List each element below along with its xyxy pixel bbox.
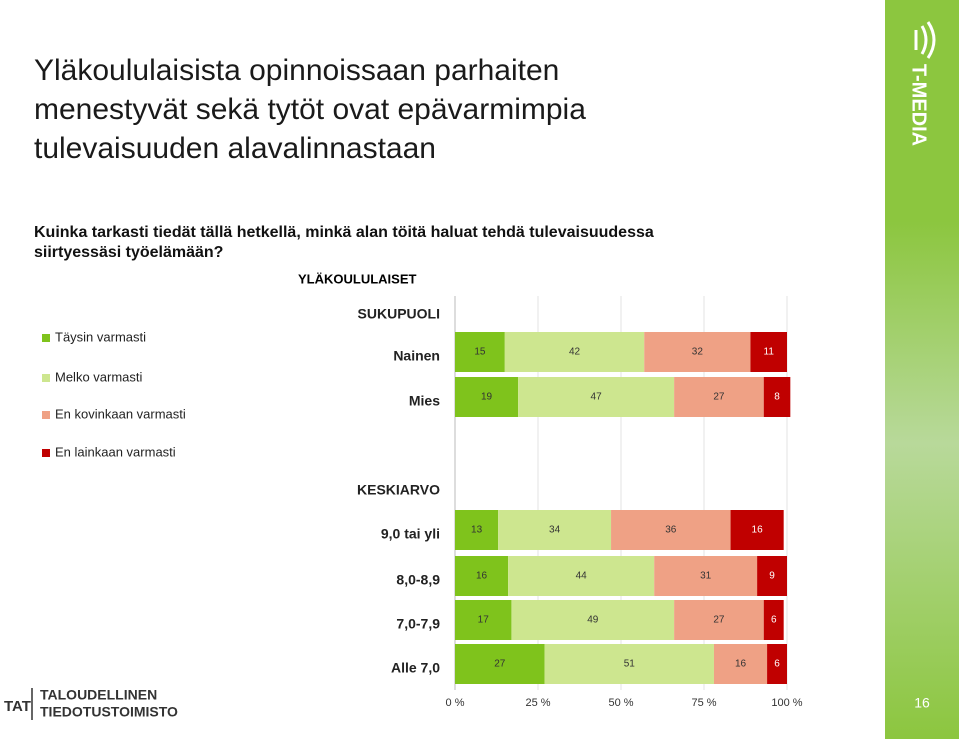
question: siirtyessäsi työelämään? <box>34 244 223 261</box>
data-label: 11 <box>764 347 775 358</box>
y-tick-label: 8,0-8,9 <box>396 572 440 588</box>
data-label: 19 <box>481 392 493 403</box>
bar-segment <box>767 644 787 684</box>
data-label: 9 <box>769 571 775 582</box>
logo-line: TIEDOTUSTOIMISTO <box>40 704 178 720</box>
data-label: 44 <box>576 571 588 582</box>
data-label: 34 <box>549 525 561 536</box>
bar-segment <box>518 377 675 417</box>
bar-segment <box>455 510 499 550</box>
y-tick-label: Nainen <box>393 348 440 364</box>
legend-label: En lainkaan varmasti <box>55 444 176 459</box>
bar-segment <box>511 600 675 640</box>
bar-segment <box>455 332 505 372</box>
bar-segment <box>674 600 764 640</box>
logo-short: TAT <box>4 698 31 715</box>
slide-title: Yläkoululaisista opinnoissaan parhaiten <box>34 54 559 87</box>
data-label: 13 <box>471 525 483 536</box>
brand-name: T-MEDIA <box>908 64 930 146</box>
data-label: 16 <box>735 659 747 670</box>
bar-segment <box>654 556 758 596</box>
bar-segment <box>763 377 791 417</box>
bar-segment <box>504 332 645 372</box>
question: Kuinka tarkasti tiedät tällä hetkellä, m… <box>34 224 654 241</box>
slide-title: menestyvät sekä tytöt ovat epävarmimpia <box>34 93 586 126</box>
y-tick-label: Mies <box>409 393 440 409</box>
data-label: 27 <box>713 392 725 403</box>
chart-title: YLÄKOULULAISET <box>298 271 417 286</box>
legend-swatch <box>42 374 50 382</box>
group-label: SUKUPUOLI <box>358 306 440 322</box>
brand-band <box>885 0 959 739</box>
x-tick-label: 25 % <box>525 697 550 709</box>
footer-logo: TAT TALOUDELLINEN TIEDOTUSTOIMISTO <box>4 687 178 720</box>
bar-segment <box>763 600 784 640</box>
data-label: 6 <box>774 659 780 670</box>
legend-label: Täysin varmasti <box>55 329 146 344</box>
group-label: KESKIARVO <box>357 482 440 498</box>
data-label: 31 <box>700 571 712 582</box>
y-tick-label: 7,0-7,9 <box>396 616 440 632</box>
bar-segment <box>455 377 519 417</box>
data-label: 49 <box>587 615 599 626</box>
data-label: 32 <box>692 347 704 358</box>
bar-segment <box>544 644 714 684</box>
brand-icon <box>914 21 936 59</box>
data-label: 42 <box>569 347 581 358</box>
data-label: 27 <box>713 615 725 626</box>
logo-line: TALOUDELLINEN <box>40 687 157 703</box>
data-label: 47 <box>591 392 603 403</box>
bar-segment <box>757 556 787 596</box>
data-label: 27 <box>494 659 506 670</box>
bar-segment <box>455 644 545 684</box>
data-label: 16 <box>752 525 764 536</box>
bar-segment <box>455 600 512 640</box>
bar-segment <box>730 510 784 550</box>
x-tick-label: 50 % <box>608 697 633 709</box>
x-tick-label: 75 % <box>691 697 716 709</box>
bar-segment <box>611 510 731 550</box>
x-tick-label: 0 % <box>446 697 465 709</box>
y-tick-label: Alle 7,0 <box>391 660 440 676</box>
bar-segment <box>508 556 655 596</box>
data-label: 16 <box>476 571 488 582</box>
bar-segment <box>713 644 768 684</box>
page-number: 16 <box>914 695 930 711</box>
data-label: 17 <box>478 615 490 626</box>
bar-segment <box>455 556 509 596</box>
data-label: 8 <box>774 392 780 403</box>
y-tick-label: 9,0 tai yli <box>381 526 440 542</box>
data-label: 6 <box>771 615 777 626</box>
legend-swatch <box>42 334 50 342</box>
data-label: 15 <box>474 347 486 358</box>
legend-swatch <box>42 449 50 457</box>
bar-segment <box>498 510 612 550</box>
bar-segment <box>750 332 787 372</box>
bar-segment <box>644 332 751 372</box>
legend-swatch <box>42 411 50 419</box>
legend-label: En kovinkaan varmasti <box>55 406 186 421</box>
data-label: 36 <box>665 525 677 536</box>
data-label: 51 <box>624 659 636 670</box>
bar-segment <box>674 377 764 417</box>
slide-title: tulevaisuuden alavalinnastaan <box>34 132 436 165</box>
x-tick-label: 100 % <box>771 697 802 709</box>
legend-label: Melko varmasti <box>55 369 143 384</box>
